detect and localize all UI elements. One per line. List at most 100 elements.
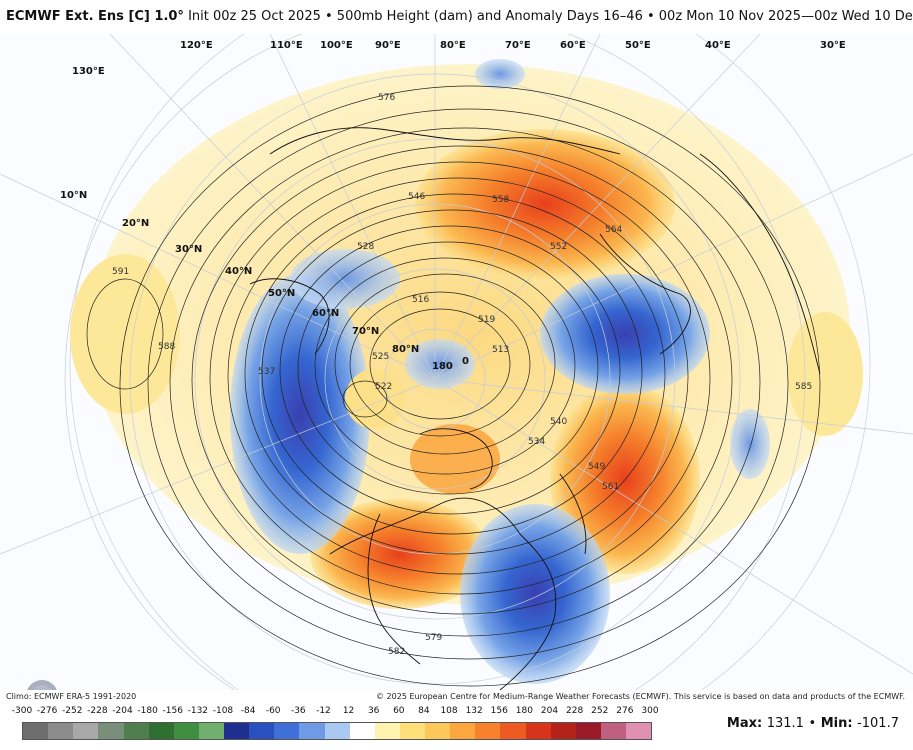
colorbar-tick-label: 180 bbox=[515, 706, 533, 716]
contour-label: 561 bbox=[602, 482, 619, 492]
lon-60e: 60°E bbox=[560, 40, 586, 51]
lat-50n: 50°N bbox=[268, 288, 295, 299]
lon-90e: 90°E bbox=[375, 40, 401, 51]
colorbar-swatch bbox=[550, 723, 576, 739]
colorbar-swatch bbox=[626, 723, 652, 739]
lon-100e: 100°E bbox=[320, 40, 353, 51]
colorbar-swatch bbox=[48, 723, 74, 739]
contour-label: 588 bbox=[158, 342, 175, 352]
colorbar-swatch bbox=[349, 723, 375, 739]
colorbar-tick-label: 12 bbox=[342, 706, 355, 716]
field-name: 500mb Height (dam) and Anomaly bbox=[336, 9, 563, 24]
negative-anomaly-east-small bbox=[730, 409, 770, 479]
contour-label: 552 bbox=[550, 242, 567, 252]
init-time: Init 00z 25 Oct 2025 bbox=[188, 9, 321, 24]
positive-anomaly-siberia bbox=[415, 129, 675, 279]
colorbar-swatch bbox=[374, 723, 400, 739]
max-value: 131.1 bbox=[766, 716, 804, 731]
colorbar-swatch bbox=[98, 723, 124, 739]
negative-anomaly-alaska bbox=[290, 249, 400, 309]
lat-60n: 60°N bbox=[312, 308, 339, 319]
min-value: -101.7 bbox=[857, 716, 899, 731]
weatherbell-logo bbox=[12, 678, 72, 690]
lon-80e: 80°E bbox=[440, 40, 466, 51]
contour-label: 528 bbox=[357, 242, 374, 252]
lon-120e: 120°E bbox=[180, 40, 213, 51]
contour-label: 537 bbox=[258, 367, 275, 377]
colorbar-tick-label: 300 bbox=[641, 706, 659, 716]
negative-anomaly-north-pacific bbox=[230, 274, 370, 554]
positive-anomaly-east bbox=[787, 312, 863, 436]
colorbar-swatch bbox=[173, 723, 199, 739]
colorbar-tick-label: 276 bbox=[616, 706, 634, 716]
colorbar-tick-label: -156 bbox=[162, 706, 183, 716]
contour-label: 516 bbox=[412, 295, 429, 305]
model-name: ECMWF Ext. Ens [C] 1.0° bbox=[6, 9, 184, 24]
colorbar-tick-label: -60 bbox=[265, 706, 281, 716]
lat-80n: 80°N bbox=[392, 344, 419, 355]
contour-label: 519 bbox=[478, 315, 495, 325]
colorbar-swatch bbox=[399, 723, 425, 739]
weatherbell-logo-icon bbox=[27, 680, 57, 690]
colorbar-swatch bbox=[73, 723, 99, 739]
contour-label: 576 bbox=[378, 93, 395, 103]
contour-label: 579 bbox=[425, 633, 442, 643]
colorbar-tick-label: -132 bbox=[187, 706, 209, 716]
lat-10n: 10°N bbox=[60, 190, 87, 201]
climo-note: Climo: ECMWF ERA-5 1991-2020 bbox=[6, 692, 137, 701]
colorbar-swatch bbox=[274, 723, 300, 739]
colorbar-tick-label: -276 bbox=[36, 706, 58, 716]
lon-30e: 30°E bbox=[820, 40, 846, 51]
max-min-stats: Max: 131.1 • Min: -101.7 bbox=[727, 716, 899, 731]
latitude-labels: 10°N 20°N 30°N 40°N 50°N 60°N 70°N 80°N bbox=[60, 190, 419, 355]
max-label: Max: bbox=[726, 716, 763, 731]
colorbar-swatch bbox=[525, 723, 551, 739]
colorbar-swatch bbox=[500, 723, 526, 739]
lat-20n: 20°N bbox=[122, 218, 149, 229]
lon-180: 180 bbox=[432, 361, 453, 372]
colorbar-tick-label: -36 bbox=[290, 706, 306, 716]
colorbar-ticks: -300 -276 -252 -228 -204 -180 -156 -132 -108 -84-… bbox=[12, 706, 664, 720]
colorbar-tick-label: 108 bbox=[440, 706, 458, 716]
colorbar-tick-label: -204 bbox=[112, 706, 133, 716]
colorbar-swatches bbox=[22, 722, 652, 740]
credit-bar: Climo: ECMWF ERA-5 1991-2020 © 2025 Euro… bbox=[0, 690, 913, 704]
min-label: Min: bbox=[820, 716, 853, 731]
lon-130e: 130°E bbox=[72, 66, 105, 77]
colorbar-swatch bbox=[450, 723, 476, 739]
copyright-note: © 2025 European Centre for Medium-Range … bbox=[376, 692, 905, 701]
lat-70n: 70°N bbox=[352, 326, 379, 337]
colorbar-tick-label: 36 bbox=[367, 706, 380, 716]
anomaly-colorbar: -300 -276 -252 -228 -204 -180 -156 -132 -108 -84-… bbox=[0, 706, 913, 750]
longitude-labels: 130°E 120°E 110°E 100°E 90°E 80°E 70°E 6… bbox=[72, 40, 846, 372]
contour-label: 564 bbox=[605, 225, 622, 235]
colorbar-swatch bbox=[475, 723, 501, 739]
colorbar-swatch bbox=[425, 723, 451, 739]
stats-separator: • bbox=[808, 716, 817, 731]
map-canvas: 10°N 20°N 30°N 40°N 50°N 60°N 70°N 80°N … bbox=[0, 34, 913, 690]
lat-40n: 40°N bbox=[225, 266, 252, 277]
colorbar-tick-label: -12 bbox=[316, 706, 331, 716]
colorbar-swatch bbox=[224, 723, 250, 739]
colorbar-tick-label: 132 bbox=[465, 706, 483, 716]
lon-40e: 40°E bbox=[705, 40, 731, 51]
contour-label: 534 bbox=[528, 437, 545, 447]
lon-0: 0 bbox=[462, 356, 469, 367]
colorbar-swatch bbox=[299, 723, 325, 739]
lat-circle-outer bbox=[69, 34, 871, 690]
colorbar-swatch bbox=[575, 723, 601, 739]
contour-label: 513 bbox=[492, 345, 509, 355]
negative-anomaly-east-asia bbox=[540, 274, 710, 394]
colorbar-swatch bbox=[600, 723, 626, 739]
lon-70e: 70°E bbox=[505, 40, 531, 51]
colorbar-tick-label: 84 bbox=[418, 706, 430, 716]
colorbar-swatch bbox=[198, 723, 224, 739]
colorbar-tick-label: -84 bbox=[240, 706, 256, 716]
forecast-period: Days 16–46 • 00z Mon 10 Nov 2025—00z Wed… bbox=[566, 9, 913, 24]
contour-label: 582 bbox=[388, 647, 405, 657]
lon-50e: 50°E bbox=[625, 40, 651, 51]
contour-label: 546 bbox=[408, 192, 425, 202]
positive-anomaly-atlantic bbox=[550, 384, 700, 574]
map-title: ECMWF Ext. Ens [C] 1.0° Init 00z 25 Oct … bbox=[0, 0, 913, 34]
positive-anomaly-arctic bbox=[345, 369, 405, 429]
